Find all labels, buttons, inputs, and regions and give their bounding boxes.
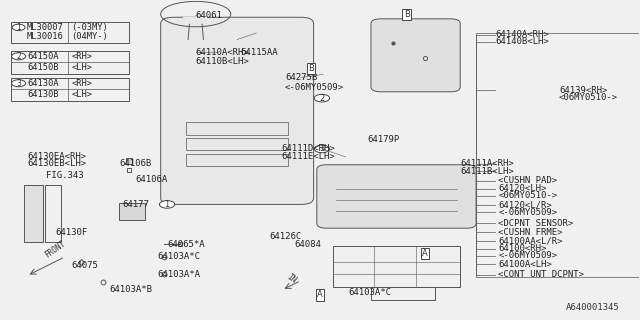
Circle shape (314, 94, 330, 102)
Text: 64110B<LH>: 64110B<LH> (196, 57, 250, 66)
Text: 64115AA: 64115AA (241, 48, 278, 57)
Text: 64111A<RH>: 64111A<RH> (460, 159, 514, 168)
Text: <06MY0510->: <06MY0510-> (499, 191, 557, 200)
Text: 64100<RH>: 64100<RH> (499, 244, 547, 253)
Text: 64111D<RH>: 64111D<RH> (282, 144, 335, 153)
Text: 64100AA<L/R>: 64100AA<L/R> (499, 236, 563, 245)
Bar (183, 17, 209, 25)
Text: 64065*A: 64065*A (167, 240, 205, 249)
Text: 64111B<LH>: 64111B<LH> (460, 167, 514, 176)
Bar (186, 154, 288, 166)
Bar (371, 287, 435, 300)
Text: <LH>: <LH> (72, 90, 93, 99)
Text: <-06MY0509>: <-06MY0509> (285, 83, 344, 92)
Text: 64130EA<RH>: 64130EA<RH> (27, 152, 86, 161)
Text: <-06MY0509>: <-06MY0509> (499, 208, 557, 217)
Text: 64103A*B: 64103A*B (109, 285, 153, 294)
Text: B: B (308, 64, 314, 73)
Text: 2: 2 (16, 52, 21, 61)
Text: <06MY0510->: <06MY0510-> (559, 93, 618, 102)
Circle shape (314, 145, 330, 153)
Text: ML30016: ML30016 (27, 32, 63, 41)
Circle shape (12, 80, 26, 87)
Bar (119, 203, 145, 220)
Text: 64106A: 64106A (135, 174, 168, 184)
Bar (45, 185, 61, 243)
Bar (11, 77, 129, 101)
Bar (186, 138, 288, 150)
Text: (04MY-): (04MY-) (72, 32, 108, 41)
Bar (186, 122, 288, 135)
FancyBboxPatch shape (371, 19, 460, 92)
Text: (-03MY): (-03MY) (72, 23, 108, 32)
Text: 64130A: 64130A (27, 79, 58, 88)
Text: <RH>: <RH> (72, 79, 93, 88)
Text: 64150A: 64150A (27, 52, 58, 61)
Circle shape (12, 24, 25, 31)
Bar (24, 185, 43, 243)
Text: FRONT: FRONT (44, 239, 68, 260)
Text: 64120<L/R>: 64120<L/R> (499, 201, 552, 210)
Text: 64084: 64084 (294, 240, 321, 249)
Text: <RH>: <RH> (72, 52, 93, 61)
Text: <CUSHN FRME>: <CUSHN FRME> (499, 228, 563, 237)
Text: <LH>: <LH> (72, 62, 93, 72)
Text: <CONT UNT DCPNT>: <CONT UNT DCPNT> (499, 270, 584, 279)
Text: 64179P: 64179P (368, 135, 400, 144)
Text: IN: IN (285, 273, 298, 285)
Circle shape (159, 201, 175, 208)
Text: 2: 2 (319, 94, 324, 103)
Text: A: A (422, 249, 428, 258)
Text: 64100A<LH>: 64100A<LH> (499, 260, 552, 268)
Text: 64075: 64075 (72, 261, 99, 270)
Text: 64140B<LH>: 64140B<LH> (495, 37, 549, 46)
Text: 3: 3 (16, 79, 21, 88)
Text: 64120<LH>: 64120<LH> (499, 184, 547, 193)
Text: ML30007: ML30007 (27, 23, 63, 32)
Text: 64275B: 64275B (285, 73, 317, 82)
Text: <-06MY0509>: <-06MY0509> (499, 251, 557, 260)
Text: 64106B: 64106B (119, 159, 152, 168)
Text: 64150B: 64150B (27, 62, 58, 72)
Bar (11, 51, 129, 74)
Text: 64061: 64061 (196, 11, 223, 20)
Text: 64110A<RH>: 64110A<RH> (196, 48, 250, 57)
Text: 1: 1 (16, 23, 21, 32)
Text: 64130F: 64130F (56, 228, 88, 237)
Text: 1: 1 (164, 200, 170, 209)
Text: 64140A<RH>: 64140A<RH> (495, 30, 549, 39)
Text: 64111E<LH>: 64111E<LH> (282, 152, 335, 161)
Text: 64139<RH>: 64139<RH> (559, 86, 607, 95)
Bar (333, 246, 460, 287)
Text: FIG.343: FIG.343 (46, 172, 84, 180)
Text: 64103A*C: 64103A*C (349, 288, 392, 297)
Text: 64126C: 64126C (269, 232, 301, 241)
Text: 64103A*A: 64103A*A (157, 270, 200, 279)
Text: 64130B: 64130B (27, 90, 58, 99)
Text: A640001345: A640001345 (566, 303, 620, 312)
Text: <DCPNT SENSOR>: <DCPNT SENSOR> (499, 219, 573, 228)
Text: A: A (317, 290, 323, 299)
Text: 3: 3 (319, 144, 324, 153)
Text: 64130EB<LH>: 64130EB<LH> (27, 159, 86, 168)
Text: B: B (404, 10, 410, 19)
Text: <CUSHN PAD>: <CUSHN PAD> (499, 176, 557, 185)
FancyBboxPatch shape (161, 17, 314, 204)
FancyBboxPatch shape (317, 165, 476, 228)
Bar (11, 22, 129, 43)
Text: 64177: 64177 (122, 200, 149, 209)
Circle shape (12, 53, 26, 60)
Bar (476, 33, 639, 277)
Text: 64103A*C: 64103A*C (157, 252, 200, 261)
